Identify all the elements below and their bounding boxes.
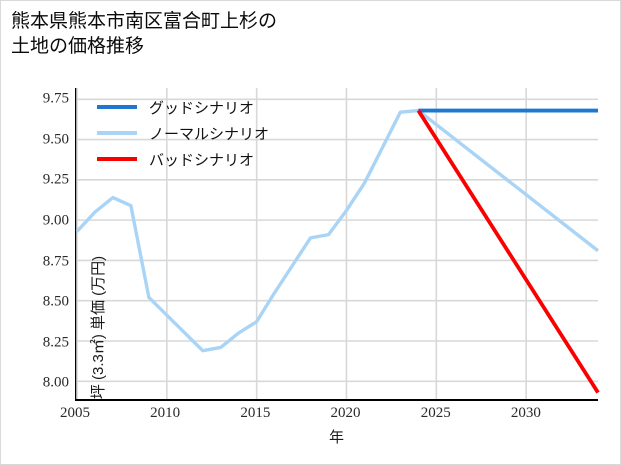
y-tick-label: 8.75 (42, 253, 69, 270)
y-tick-label: 9.25 (42, 171, 69, 188)
legend-label: バッドシナリオ (149, 151, 255, 169)
legend-label: ノーマルシナリオ (149, 125, 270, 143)
y-tick-label: 9.50 (42, 131, 69, 148)
legend-label: グッドシナリオ (149, 99, 255, 117)
legend-item[interactable]: ノーマルシナリオ (97, 120, 269, 146)
plot-area: 坪 (3.3㎡) 単価 (万円) (75, 88, 600, 401)
series-line (416, 109, 600, 394)
x-tick-label: 2005 (60, 405, 90, 421)
x-tick-label: 2020 (330, 405, 361, 421)
chart-legend: グッドシナリオ ノーマルシナリオ バッドシナリオ (97, 94, 269, 172)
legend-item[interactable]: バッドシナリオ (97, 146, 269, 172)
gridlines (76, 88, 598, 399)
series-line (75, 108, 600, 353)
page-title: 熊本県熊本市南区富合町上杉の 土地の価格推移 (11, 11, 278, 57)
legend-color-swatch (97, 157, 137, 161)
y-tick-label: 9.75 (42, 90, 69, 107)
y-tick-label: 8.00 (42, 374, 69, 391)
x-tick-label: 2025 (420, 405, 451, 421)
y-tick-label: 9.00 (42, 212, 69, 229)
y-tick-label: 8.25 (42, 334, 69, 351)
y-axis-title: 坪 (3.3㎡) 単価 (万円) (90, 255, 107, 400)
legend-item[interactable]: グッドシナリオ (97, 94, 269, 120)
x-tick-label: 2010 (150, 405, 181, 421)
data-lines (75, 108, 600, 394)
x-axis-title: 年 (328, 429, 344, 446)
y-axis-tick-labels: 8.00 8.25 8.50 8.75 9.00 9.25 9.50 9.75 (1, 88, 69, 401)
x-tick-label: 2015 (240, 405, 271, 421)
legend-color-swatch (97, 105, 137, 109)
x-tick-label: 2030 (510, 405, 541, 421)
y-tick-label: 8.50 (42, 293, 69, 310)
legend-color-swatch (97, 131, 137, 135)
x-axis-tick-labels: 2005 2010 2015 2020 2025 2030 (60, 405, 598, 427)
